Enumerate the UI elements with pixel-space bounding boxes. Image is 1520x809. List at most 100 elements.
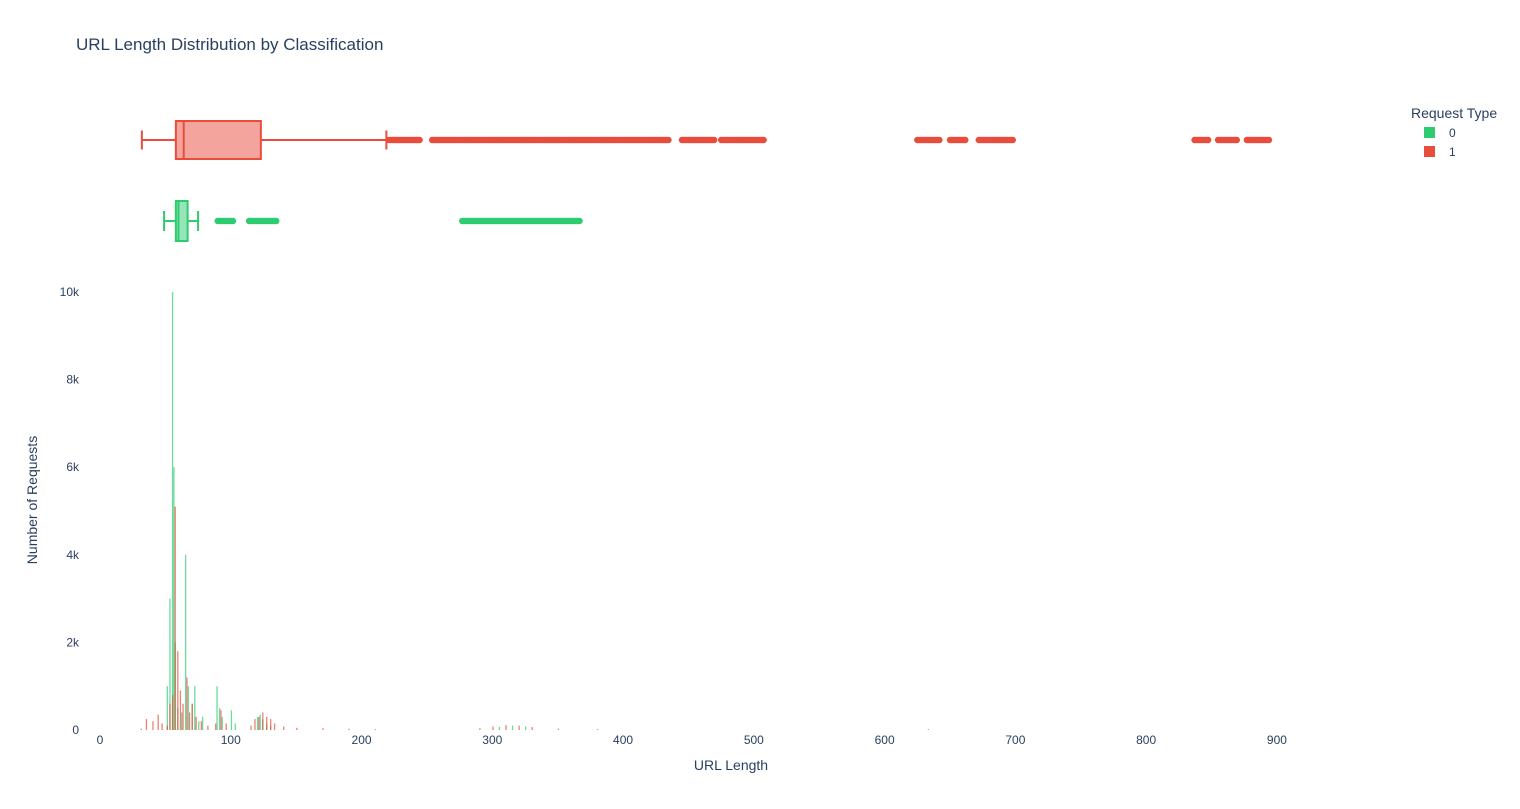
- x-tick-label: 100: [221, 733, 241, 747]
- x-axis-title: URL Length: [694, 757, 768, 773]
- hist-bar-series-1: [531, 726, 533, 730]
- legend-label: 1: [1449, 145, 1456, 159]
- y-axis-title: Number of Requests: [24, 436, 40, 564]
- x-axis-ticks: 0 100 200 300 400 500 600 700 800 900: [97, 733, 1288, 747]
- hist-bar-series-1: [169, 703, 171, 730]
- hist-bar-series-0: [171, 292, 174, 730]
- hist-bar-series-0: [525, 726, 527, 730]
- hist-bar-series-1: [254, 719, 256, 730]
- hist-bar-series-0: [166, 686, 168, 730]
- y-tick-label: 4k: [66, 548, 80, 562]
- hist-bar-series-1: [596, 729, 599, 730]
- hist-bar-series-1: [188, 712, 191, 730]
- hist-bar-series-0: [498, 726, 501, 730]
- x-tick-label: 200: [352, 733, 372, 747]
- box-outlier-point: [1233, 136, 1240, 144]
- box-outlier-point: [273, 217, 280, 225]
- hist-bar-series-1: [140, 728, 142, 730]
- y-axis-ticks: 0 2k 4k 6k 8k 10k: [60, 285, 80, 737]
- hist-bar-series-1: [296, 727, 298, 730]
- y-tick-label: 2k: [66, 635, 80, 649]
- box-outlier-point: [962, 136, 969, 144]
- hist-bar-series-0: [169, 598, 171, 730]
- hist-bar-series-1: [270, 719, 272, 730]
- hist-bar-series-1: [161, 723, 163, 730]
- box-outlier-point: [229, 217, 237, 225]
- y-tick-label: 6k: [66, 460, 80, 474]
- hist-bar-series-1: [157, 714, 159, 730]
- legend[interactable]: 01: [1424, 126, 1456, 159]
- box-plot-series-0: [163, 200, 583, 242]
- hist-bar-series-1: [200, 721, 202, 730]
- hist-bar-series-0: [219, 708, 221, 730]
- hist-bar-series-1: [258, 716, 260, 730]
- box-outlier-point: [1009, 136, 1016, 144]
- hist-bar-series-1: [152, 721, 154, 730]
- hist-bar-series-0: [173, 467, 175, 730]
- hist-bar-series-1: [505, 725, 507, 730]
- hist-bar-series-0: [221, 716, 223, 730]
- box-outlier-point: [665, 136, 672, 144]
- hist-bar-series-1: [207, 725, 209, 730]
- hist-bar-series-1: [492, 726, 494, 730]
- x-tick-label: 700: [1005, 733, 1025, 747]
- legend-title: Request Type: [1411, 105, 1497, 121]
- y-tick-label: 8k: [66, 373, 80, 387]
- hist-bar-series-1: [174, 506, 176, 730]
- legend-swatch: [1424, 127, 1435, 138]
- hist-bar-series-1: [348, 728, 350, 730]
- hist-bar-series-1: [220, 710, 222, 730]
- hist-bar-series-1: [479, 728, 481, 730]
- hist-bar-series-0: [511, 725, 514, 730]
- legend-item-1[interactable]: 1: [1424, 145, 1456, 159]
- hist-bar-series-1: [215, 723, 217, 730]
- hist-bar-series-0: [194, 686, 196, 730]
- hist-bar-series-0: [198, 721, 200, 730]
- hist-bar-series-1: [191, 703, 193, 730]
- x-tick-label: 500: [744, 733, 764, 747]
- hist-bar-series-1: [145, 719, 148, 730]
- hist-bar-series-1: [557, 728, 559, 730]
- hist-bar-series-1: [927, 729, 930, 730]
- x-tick-label: 400: [613, 733, 633, 747]
- hist-bar-series-1: [250, 725, 252, 730]
- x-tick-label: 600: [875, 733, 895, 747]
- box-outlier-point: [1204, 136, 1212, 144]
- legend-swatch: [1424, 146, 1435, 157]
- hist-bar-series-1: [225, 723, 227, 730]
- box-outlier-point: [711, 136, 718, 144]
- hist-bar-series-0: [216, 686, 218, 730]
- hist-bar-series-0: [185, 554, 187, 730]
- box-plot-series-1: [140, 120, 1273, 160]
- chart-title: URL Length Distribution by Classificatio…: [76, 35, 383, 54]
- hist-bar-series-0: [234, 723, 236, 730]
- y-tick-label: 0: [72, 723, 79, 737]
- hist-bar-series-1: [179, 690, 182, 730]
- legend-item-0[interactable]: 0: [1424, 126, 1456, 140]
- box-outlier-point: [760, 136, 767, 144]
- box-iqr: [174, 200, 189, 242]
- hist-bar-series-1: [374, 729, 376, 730]
- hist-bar-series-0: [202, 716, 204, 730]
- x-tick-label: 800: [1136, 733, 1156, 747]
- hist-bar-series-1: [283, 726, 285, 730]
- hist-bar-series-0: [256, 716, 259, 730]
- y-tick-label: 10k: [60, 285, 80, 299]
- histogram: [140, 292, 930, 730]
- box-outlier-point: [576, 217, 583, 225]
- hist-bar-series-1: [186, 677, 188, 730]
- box-outlier-point: [416, 136, 423, 144]
- hist-bar-series-1: [195, 716, 197, 730]
- hist-bar-series-0: [259, 714, 261, 730]
- hist-bar-series-1: [177, 651, 179, 730]
- hist-bar-series-1: [273, 723, 276, 730]
- hist-bar-series-1: [322, 728, 324, 730]
- hist-bar-series-1: [262, 712, 264, 730]
- hist-bar-series-0: [181, 712, 183, 730]
- hist-bar-series-1: [518, 725, 520, 730]
- box-outlier-point: [1265, 136, 1273, 144]
- hist-bar-series-1: [171, 694, 174, 730]
- legend-label: 0: [1449, 126, 1456, 140]
- box-outlier-point: [936, 136, 943, 144]
